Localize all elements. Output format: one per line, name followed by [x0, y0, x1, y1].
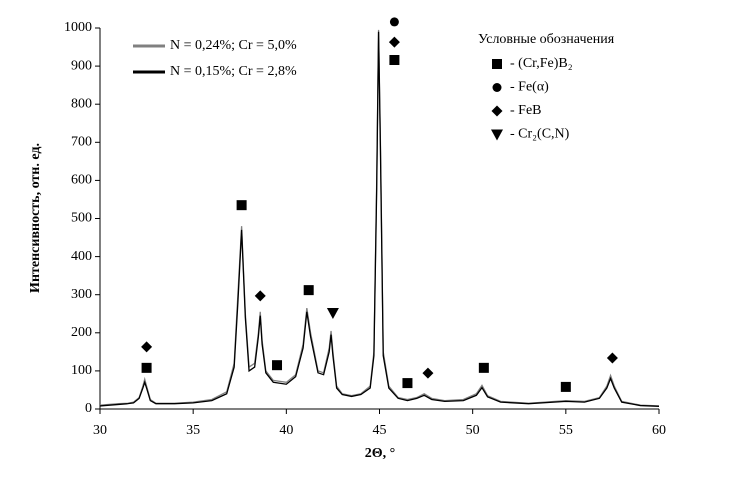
- marker-square: [272, 360, 283, 371]
- y-tick-label: 100: [71, 363, 92, 378]
- phase-legend-label: - FeB: [510, 103, 542, 118]
- x-tick-label: 60: [652, 423, 666, 438]
- marker-diamond: [606, 352, 618, 364]
- phase-legend-label: - Cr₂(C,N): [510, 127, 570, 142]
- y-tick-label: 800: [71, 96, 92, 111]
- y-tick-label: 700: [71, 135, 92, 150]
- x-tick-label: 45: [373, 423, 387, 438]
- marker-square: [492, 59, 502, 69]
- marker-circle: [389, 17, 399, 27]
- y-tick-label: 0: [85, 401, 92, 416]
- y-tick-label: 200: [71, 325, 92, 340]
- marker-diamond: [388, 36, 400, 48]
- y-tick-label: 300: [71, 287, 92, 302]
- x-tick-label: 35: [186, 423, 200, 438]
- phase-legend-title: Условные обозначения: [478, 32, 615, 47]
- x-tick-label: 50: [466, 423, 480, 438]
- marker-diamond: [491, 105, 503, 117]
- marker-triangle: [326, 307, 339, 319]
- phase-legend-label: - (Cr,Fe)B₂: [510, 56, 573, 71]
- series-line: [99, 31, 660, 407]
- x-axis-label: 2Θ, °: [365, 446, 396, 461]
- marker-diamond: [254, 290, 266, 302]
- marker-circle: [492, 83, 502, 92]
- marker-square: [402, 378, 413, 389]
- x-tick-label: 40: [279, 423, 293, 438]
- y-tick-label: 900: [71, 58, 92, 73]
- legend-label: N = 0,24%; Cr = 5,0%: [170, 38, 297, 53]
- marker-square: [389, 55, 400, 66]
- marker-diamond: [422, 367, 434, 379]
- y-tick-label: 400: [71, 249, 92, 264]
- phase-legend-label: - Fe(α): [510, 80, 549, 95]
- marker-square: [478, 362, 489, 373]
- y-tick-label: 600: [71, 173, 92, 188]
- marker-square: [303, 285, 314, 296]
- y-tick-label: 500: [71, 211, 92, 226]
- marker-triangle: [491, 129, 503, 141]
- x-tick-label: 55: [559, 423, 573, 438]
- y-axis-label: Интенсивность, отн. ед.: [28, 143, 43, 293]
- legend-label: N = 0,15%; Cr = 2,8%: [170, 64, 297, 79]
- y-tick-label: 1000: [64, 20, 92, 35]
- marker-square: [560, 381, 571, 392]
- marker-diamond: [141, 341, 153, 353]
- x-tick-label: 30: [93, 423, 107, 438]
- marker-square: [236, 200, 247, 211]
- marker-square: [141, 362, 152, 373]
